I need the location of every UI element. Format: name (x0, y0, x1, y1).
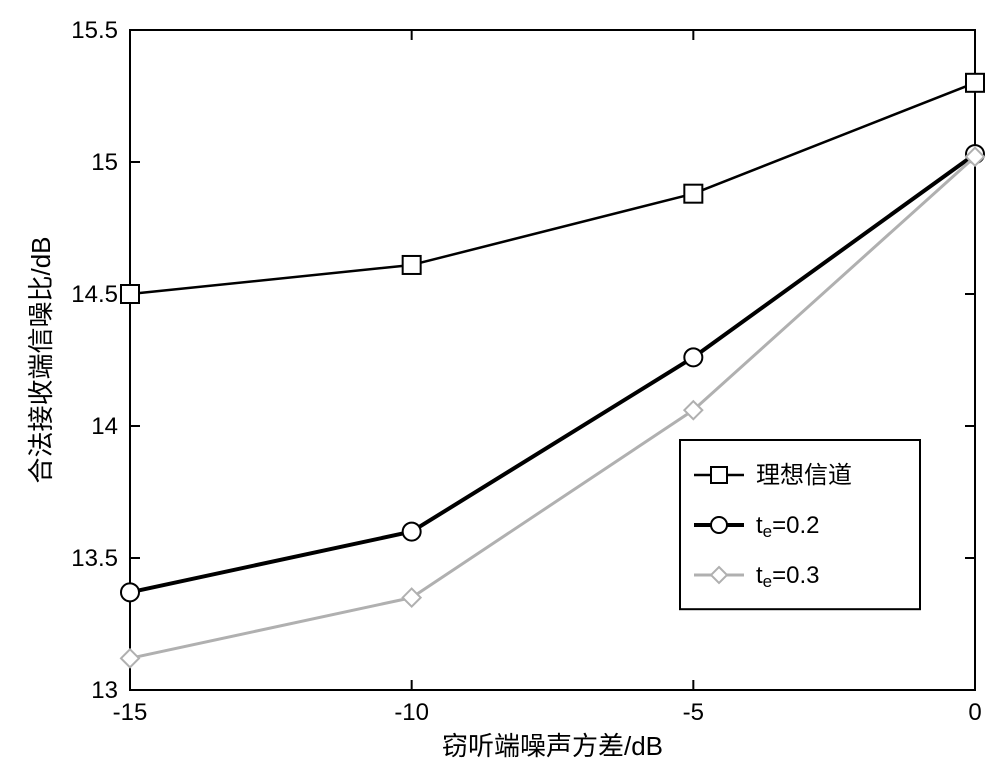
chart-container: -15-10-501313.51414.51515.5窃听端噪声方差/dB合法接… (0, 0, 1000, 775)
line-chart: -15-10-501313.51414.51515.5窃听端噪声方差/dB合法接… (0, 0, 1000, 775)
y-tick-label: 15 (91, 149, 118, 176)
legend-label: 理想信道 (756, 462, 852, 489)
x-tick-label: -5 (683, 699, 704, 726)
legend: 理想信道te=0.2te=0.3 (680, 440, 920, 609)
y-axis-label: 合法接收端信噪比/dB (26, 236, 56, 483)
x-tick-label: 0 (968, 699, 981, 726)
series-0 (121, 74, 984, 303)
y-tick-label: 13.5 (71, 545, 118, 572)
y-tick-label: 15.5 (71, 17, 118, 44)
x-axis-label: 窃听端噪声方差/dB (442, 731, 663, 761)
y-tick-label: 13 (91, 677, 118, 704)
series-line (130, 83, 975, 294)
y-tick-label: 14.5 (71, 281, 118, 308)
x-tick-label: -10 (394, 699, 429, 726)
y-tick-label: 14 (91, 413, 118, 440)
